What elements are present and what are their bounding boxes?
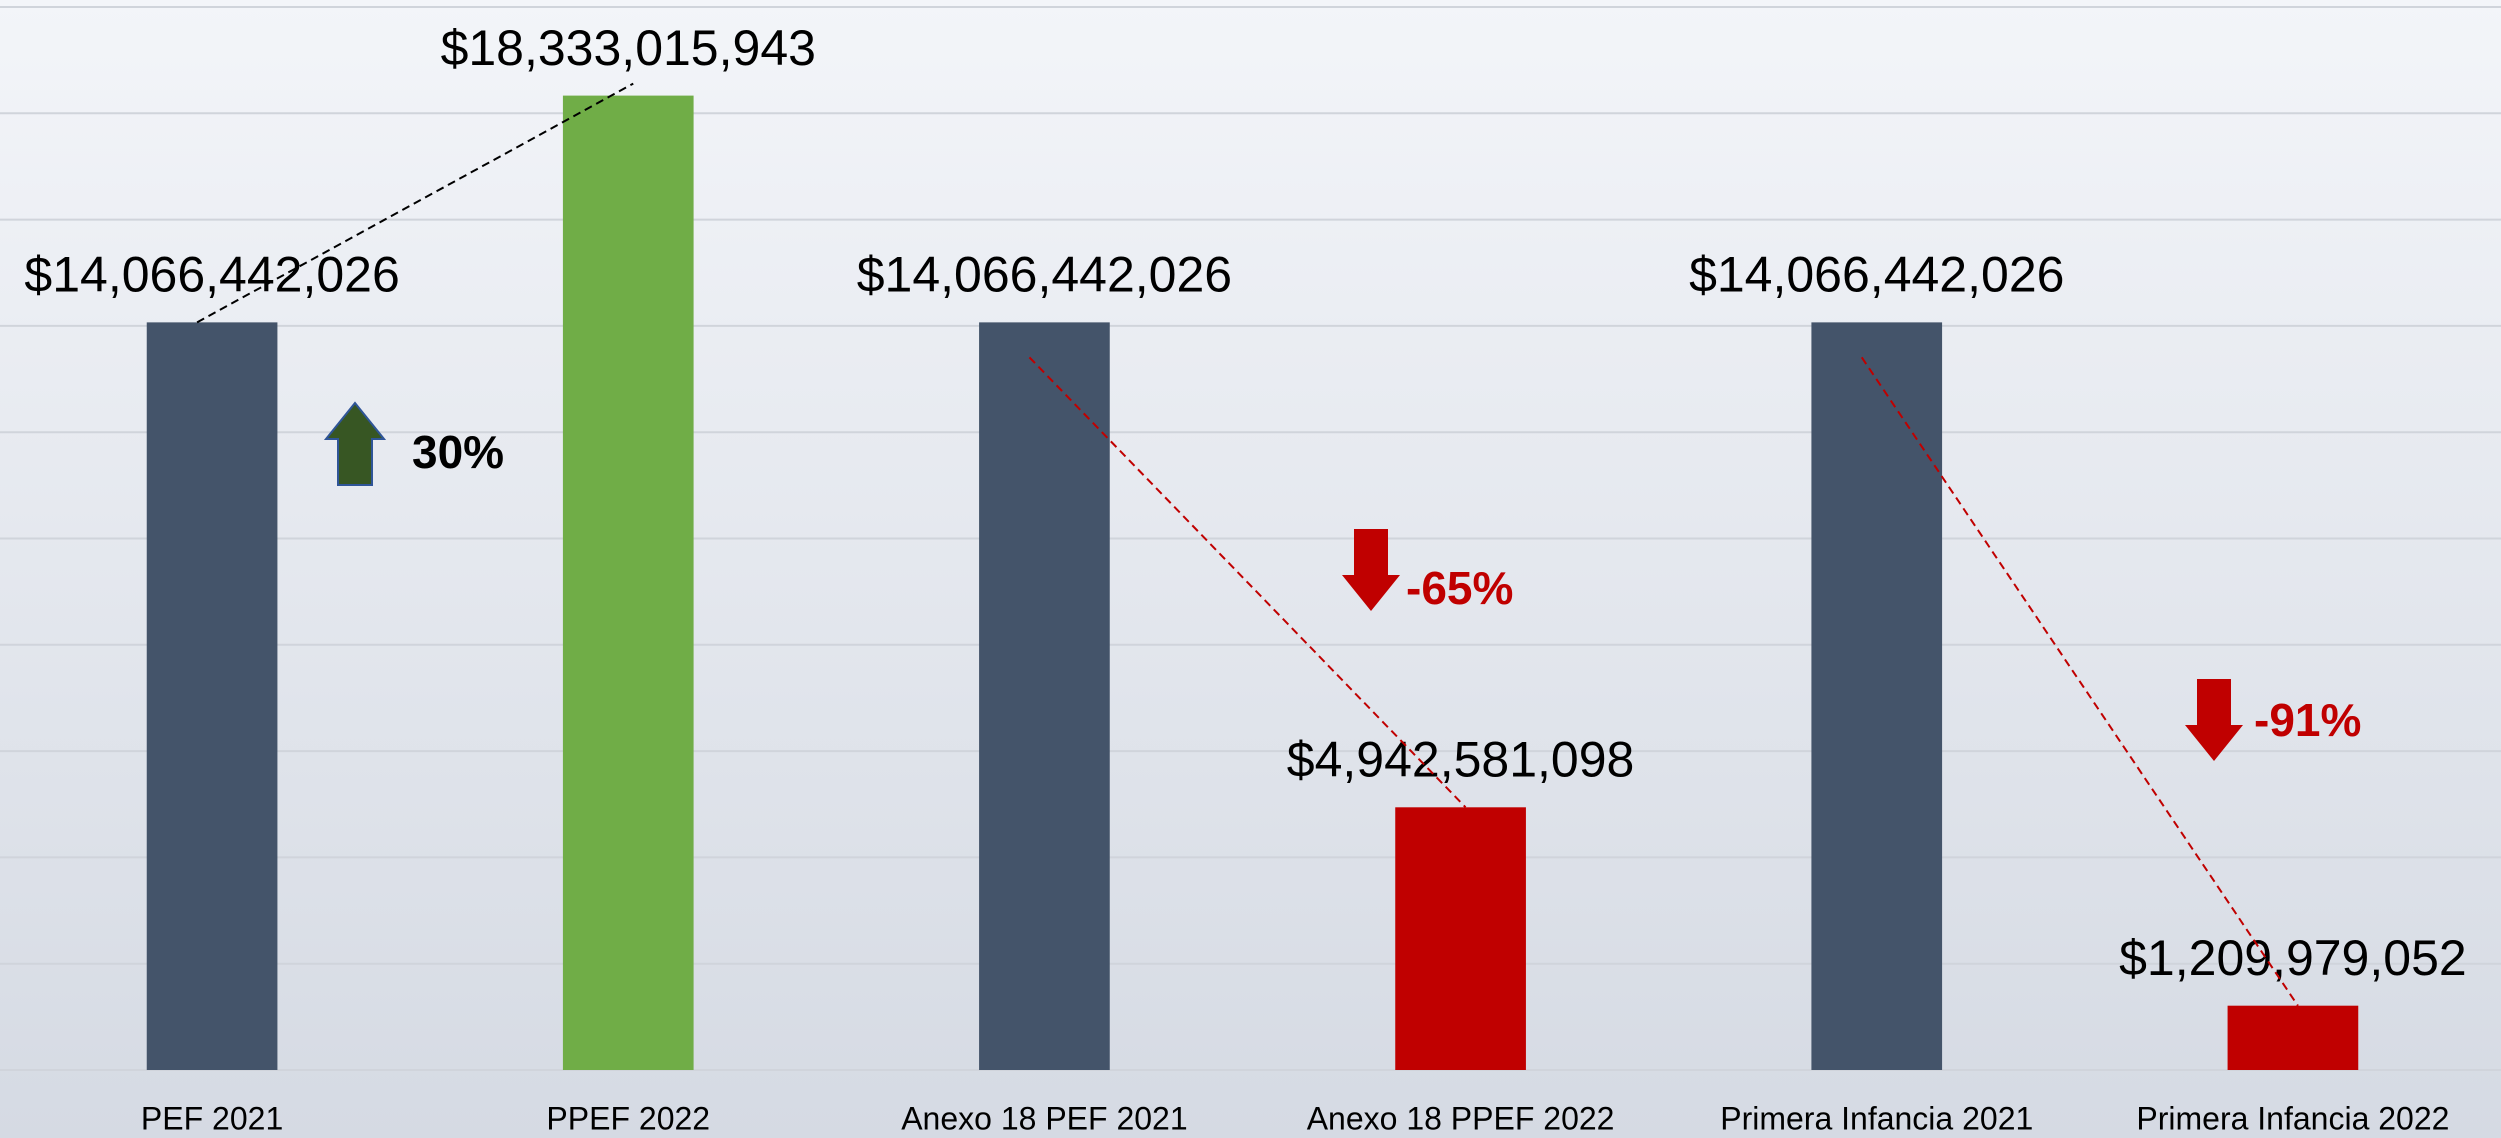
value-label: $18,333,015,943 [441, 20, 816, 76]
connector-line [196, 82, 634, 324]
bar [979, 322, 1110, 1070]
annotation: -91% [2254, 694, 2361, 746]
bar [2227, 1005, 2359, 1070]
bar [1811, 322, 1943, 1070]
connector-line [1860, 356, 2299, 1007]
connector-line [1028, 356, 1467, 808]
x-tick-label: PEF 2021 [141, 1100, 283, 1136]
annotation-arrow [1342, 529, 1400, 611]
annotation-arrow [323, 401, 387, 486]
bar [146, 322, 278, 1070]
x-tick-label: PPEF 2022 [546, 1100, 710, 1136]
value-label: $14,066,442,026 [1689, 247, 2064, 303]
annotation-arrow [2185, 679, 2243, 761]
annotation: -65% [1406, 562, 1513, 614]
annotation: 30% [412, 426, 504, 478]
bar [1395, 807, 1526, 1070]
value-label: $1,209,979,052 [2119, 930, 2467, 986]
x-tick-label: Anexo 18 PPEF 2022 [1307, 1100, 1615, 1136]
x-tick-label: Primera Infancia 2021 [1720, 1100, 2033, 1136]
value-label: $14,066,442,026 [857, 247, 1232, 303]
value-label: $4,942,581,098 [1287, 732, 1635, 788]
bar [562, 95, 694, 1070]
x-tick-label: Anexo 18 PEF 2021 [901, 1100, 1187, 1136]
value-label: $14,066,442,026 [24, 247, 399, 303]
x-tick-label: Primera Infancia 2022 [2136, 1100, 2449, 1136]
